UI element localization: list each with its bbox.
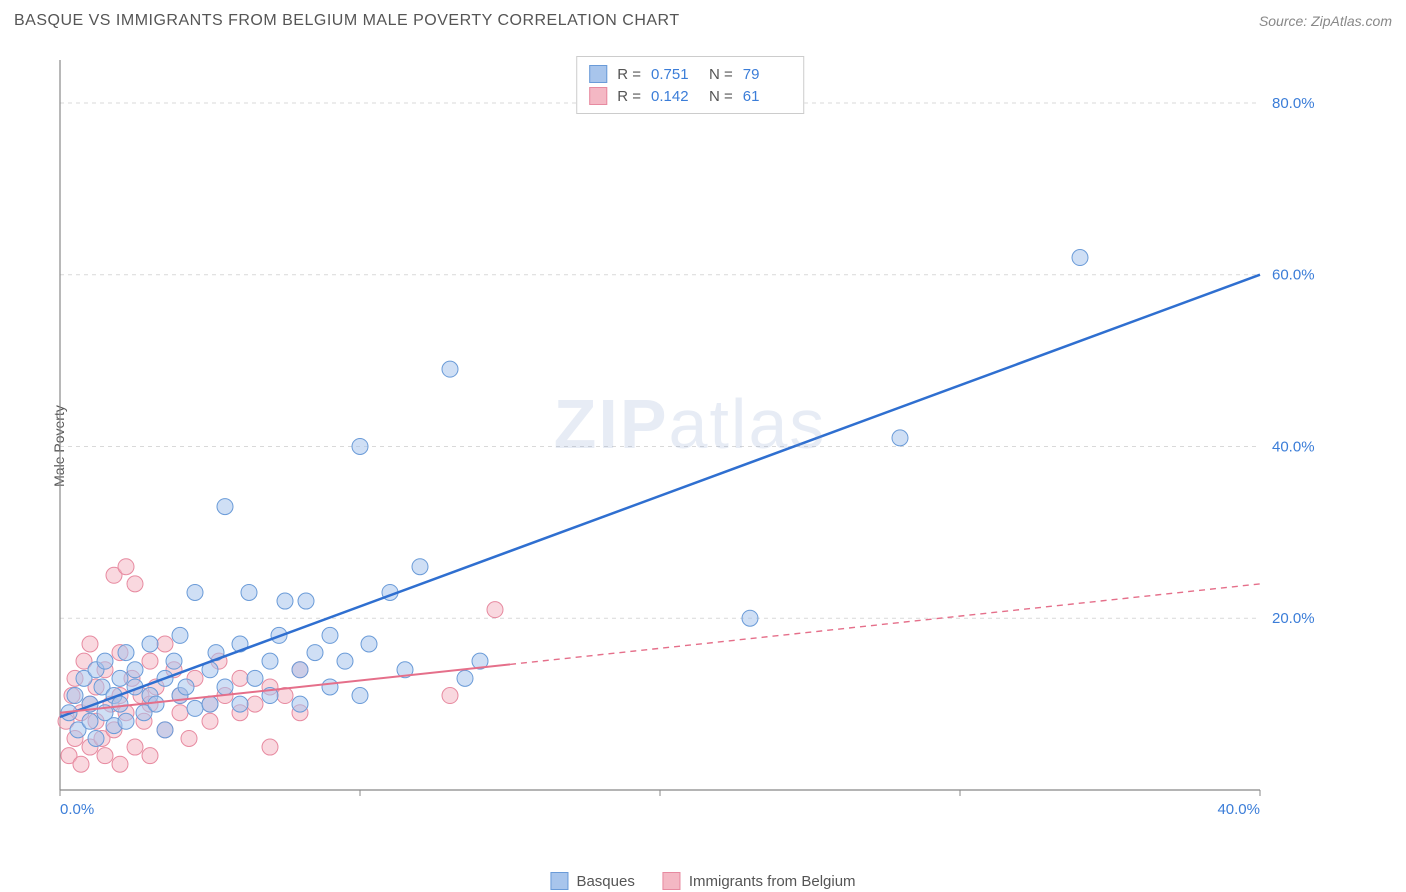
svg-text:80.0%: 80.0% bbox=[1272, 95, 1315, 112]
legend-item-basques: Basques bbox=[550, 872, 634, 890]
scatter-plot: 20.0% 40.0% 60.0% 80.0% 0.0% 40.0% bbox=[50, 50, 1330, 830]
legend-item-belgium: Immigrants from Belgium bbox=[663, 872, 856, 890]
svg-text:0.0%: 0.0% bbox=[60, 801, 94, 818]
svg-text:20.0%: 20.0% bbox=[1272, 610, 1315, 627]
swatch-icon bbox=[663, 872, 681, 890]
swatch-basques bbox=[589, 65, 607, 83]
series-legend: Basques Immigrants from Belgium bbox=[550, 872, 855, 890]
swatch-belgium bbox=[589, 87, 607, 105]
r-value-1: 0.751 bbox=[651, 66, 699, 83]
legend-row-belgium: R = 0.142 N = 61 bbox=[589, 85, 791, 107]
svg-text:60.0%: 60.0% bbox=[1272, 267, 1315, 284]
r-value-2: 0.142 bbox=[651, 88, 699, 105]
chart-title: BASQUE VS IMMIGRANTS FROM BELGIUM MALE P… bbox=[14, 12, 680, 30]
correlation-legend: R = 0.751 N = 79 R = 0.142 N = 61 bbox=[576, 56, 804, 114]
source-label: Source: ZipAtlas.com bbox=[1259, 13, 1392, 29]
svg-text:40.0%: 40.0% bbox=[1272, 438, 1315, 455]
legend-row-basques: R = 0.751 N = 79 bbox=[589, 63, 791, 85]
svg-text:40.0%: 40.0% bbox=[1217, 801, 1260, 818]
chart-area: 20.0%40.0%60.0%80.0%0.0%40.0% ZIPatlas R… bbox=[50, 50, 1330, 830]
n-value-2: 61 bbox=[743, 88, 791, 105]
n-value-1: 79 bbox=[743, 66, 791, 83]
swatch-icon bbox=[550, 872, 568, 890]
